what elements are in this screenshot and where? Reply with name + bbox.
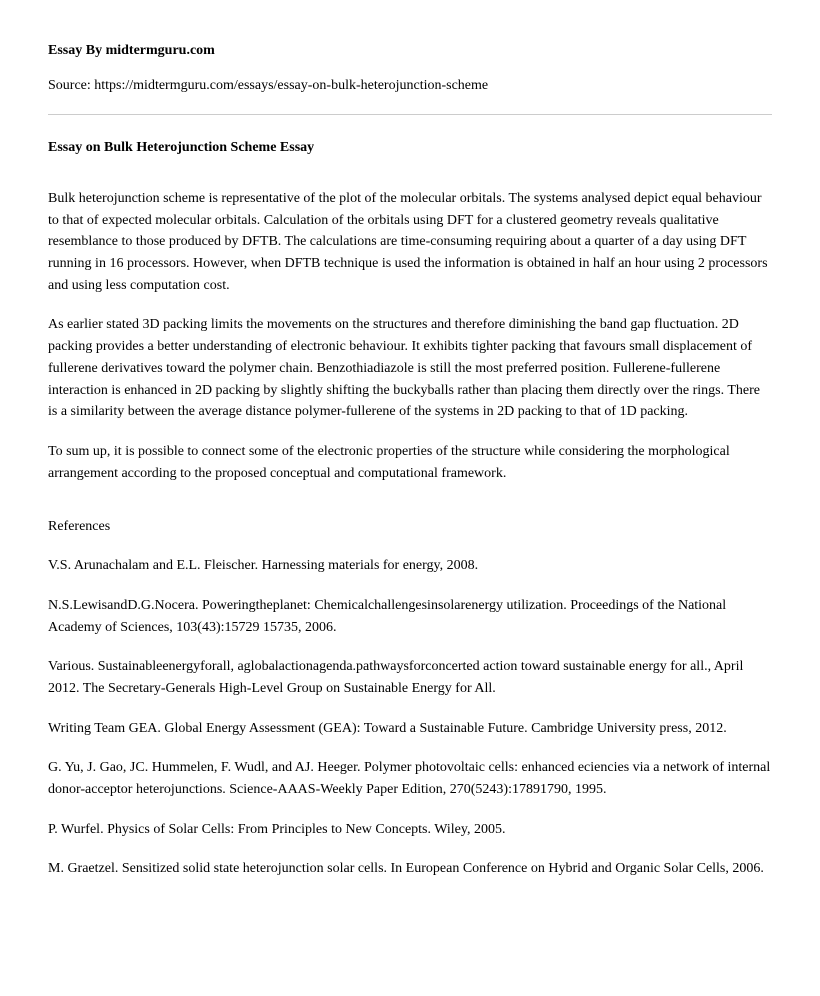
- reference-item: Writing Team GEA. Global Energy Assessme…: [48, 718, 772, 740]
- source-prefix: Source:: [48, 78, 94, 93]
- reference-item: N.S.LewisandD.G.Nocera. Poweringtheplane…: [48, 595, 772, 638]
- reference-item: P. Wurfel. Physics of Solar Cells: From …: [48, 819, 772, 841]
- essay-paragraph: As earlier stated 3D packing limits the …: [48, 314, 772, 422]
- references-heading: References: [48, 516, 772, 537]
- reference-item: M. Graetzel. Sensitized solid state hete…: [48, 858, 772, 880]
- essay-title: Essay on Bulk Heterojunction Scheme Essa…: [48, 137, 772, 158]
- essay-paragraph: To sum up, it is possible to connect som…: [48, 441, 772, 484]
- site-attribution: Essay By midtermguru.com: [48, 40, 772, 61]
- references-list: V.S. Arunachalam and E.L. Fleischer. Har…: [48, 555, 772, 880]
- source-line: Source: https://midtermguru.com/essays/e…: [48, 75, 772, 96]
- reference-item: Various. Sustainableenergyforall, agloba…: [48, 656, 772, 699]
- reference-item: G. Yu, J. Gao, JC. Hummelen, F. Wudl, an…: [48, 757, 772, 800]
- header-divider: [48, 114, 772, 115]
- essay-paragraph: Bulk heterojunction scheme is representa…: [48, 188, 772, 296]
- essay-body: Bulk heterojunction scheme is representa…: [48, 188, 772, 484]
- reference-item: V.S. Arunachalam and E.L. Fleischer. Har…: [48, 555, 772, 577]
- source-url: https://midtermguru.com/essays/essay-on-…: [94, 78, 488, 93]
